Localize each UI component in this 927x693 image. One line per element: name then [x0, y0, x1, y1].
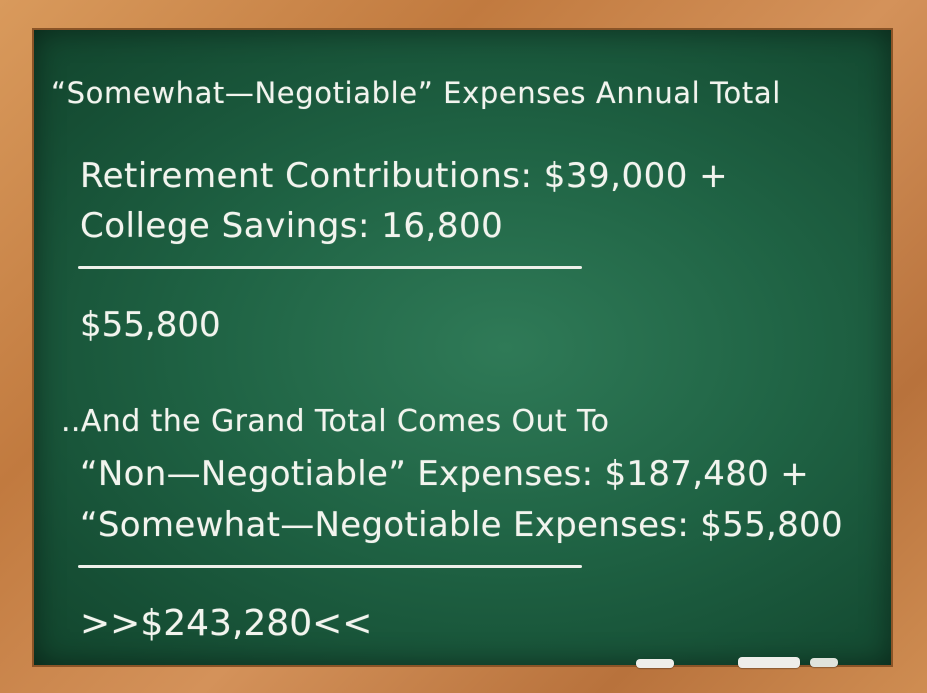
- grand-total-intro: ..And the Grand Total Comes Out To: [61, 404, 610, 439]
- somewhat-negotiable-line: “Somewhat—Negotiable Expenses: $55,800: [80, 505, 843, 545]
- grand-total-divider: [78, 565, 582, 568]
- non-negotiable-line: “Non—Negotiable” Expenses: $187,480 +: [80, 454, 810, 494]
- chalkboard: “Somewhat—Negotiable” Expenses Annual To…: [34, 30, 891, 665]
- board-title: “Somewhat—Negotiable” Expenses Annual To…: [51, 76, 781, 110]
- chalk-piece: [810, 658, 838, 667]
- chalk-piece: [738, 657, 800, 668]
- subtotal-value: $55,800: [80, 305, 221, 345]
- grand-total-value: >>$243,280<<: [80, 603, 373, 644]
- college-savings-line: College Savings: 16,800: [80, 206, 504, 246]
- sum-divider: [78, 266, 582, 269]
- retirement-contributions-line: Retirement Contributions: $39,000 +: [80, 156, 729, 196]
- chalk-piece: [636, 659, 674, 668]
